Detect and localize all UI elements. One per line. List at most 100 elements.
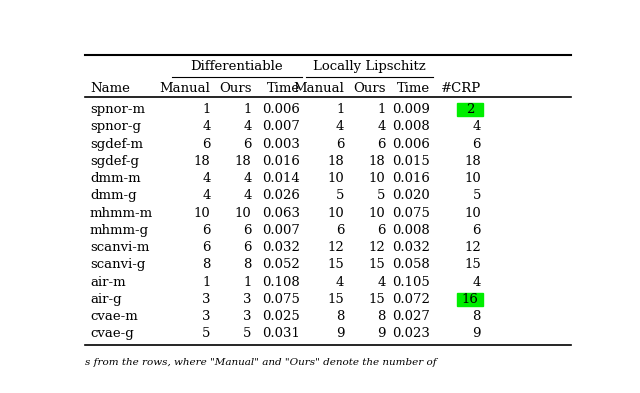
Text: 5: 5 [377, 189, 385, 202]
Text: 0.008: 0.008 [392, 120, 430, 133]
Text: 1: 1 [243, 275, 252, 288]
Text: 6: 6 [472, 138, 481, 151]
Text: scanvi-m: scanvi-m [90, 241, 149, 254]
Text: 18: 18 [235, 155, 252, 168]
Text: Manual: Manual [159, 81, 211, 94]
Text: 8: 8 [243, 258, 252, 272]
Text: mhmm-g: mhmm-g [90, 224, 149, 237]
Text: 5: 5 [472, 189, 481, 202]
Text: air-m: air-m [90, 275, 125, 288]
Text: 10: 10 [328, 172, 344, 185]
Text: Locally Lipschitz: Locally Lipschitz [313, 61, 426, 73]
FancyBboxPatch shape [458, 293, 483, 306]
Text: 0.023: 0.023 [392, 327, 430, 340]
Text: 6: 6 [243, 241, 252, 254]
Text: 0.072: 0.072 [392, 293, 430, 306]
Text: air-g: air-g [90, 293, 122, 306]
Text: s from the rows, where "Manual" and "Ours" denote the number of: s from the rows, where "Manual" and "Our… [85, 358, 436, 367]
Text: 0.032: 0.032 [392, 241, 430, 254]
Text: 4: 4 [377, 120, 385, 133]
Text: 0.105: 0.105 [392, 275, 430, 288]
Text: 0.058: 0.058 [392, 258, 430, 272]
Text: 15: 15 [369, 258, 385, 272]
Text: 1: 1 [202, 103, 211, 116]
Text: 0.026: 0.026 [262, 189, 300, 202]
Text: 0.020: 0.020 [392, 189, 430, 202]
Text: 6: 6 [377, 224, 385, 237]
Text: 6: 6 [202, 241, 211, 254]
Text: 18: 18 [369, 155, 385, 168]
Text: Ours: Ours [353, 81, 385, 94]
Text: dmm-m: dmm-m [90, 172, 141, 185]
Text: 0.007: 0.007 [262, 224, 300, 237]
Text: 4: 4 [202, 189, 211, 202]
Text: 3: 3 [202, 310, 211, 323]
Text: 1: 1 [377, 103, 385, 116]
Text: 4: 4 [336, 120, 344, 133]
Text: 1: 1 [336, 103, 344, 116]
Text: sgdef-g: sgdef-g [90, 155, 139, 168]
Text: 6: 6 [243, 138, 252, 151]
Text: 8: 8 [202, 258, 211, 272]
Text: 3: 3 [202, 293, 211, 306]
Text: Differentiable: Differentiable [191, 61, 284, 73]
Text: 0.075: 0.075 [262, 293, 300, 306]
Text: spnor-m: spnor-m [90, 103, 145, 116]
Text: 0.075: 0.075 [392, 207, 430, 220]
Text: 4: 4 [243, 120, 252, 133]
Text: 6: 6 [336, 224, 344, 237]
Text: 15: 15 [328, 258, 344, 272]
Text: 18: 18 [464, 155, 481, 168]
Text: 0.008: 0.008 [392, 224, 430, 237]
Text: 5: 5 [202, 327, 211, 340]
Text: 9: 9 [377, 327, 385, 340]
Text: 0.016: 0.016 [262, 155, 300, 168]
Text: 4: 4 [472, 120, 481, 133]
Text: 6: 6 [472, 224, 481, 237]
Text: 10: 10 [464, 172, 481, 185]
Text: 9: 9 [336, 327, 344, 340]
Text: 10: 10 [194, 207, 211, 220]
Text: mhmm-m: mhmm-m [90, 207, 153, 220]
Text: 6: 6 [202, 224, 211, 237]
Text: 3: 3 [243, 293, 252, 306]
Text: 0.014: 0.014 [262, 172, 300, 185]
Text: 0.032: 0.032 [262, 241, 300, 254]
Text: 6: 6 [336, 138, 344, 151]
Text: 15: 15 [369, 293, 385, 306]
Text: 0.007: 0.007 [262, 120, 300, 133]
Text: 4: 4 [202, 120, 211, 133]
Text: 4: 4 [472, 275, 481, 288]
Text: spnor-g: spnor-g [90, 120, 141, 133]
Text: dmm-g: dmm-g [90, 189, 136, 202]
Text: 10: 10 [328, 207, 344, 220]
Text: 10: 10 [464, 207, 481, 220]
Text: 4: 4 [202, 172, 211, 185]
Text: scanvi-g: scanvi-g [90, 258, 145, 272]
Text: 18: 18 [194, 155, 211, 168]
Text: 0.063: 0.063 [262, 207, 300, 220]
Text: 15: 15 [328, 293, 344, 306]
Text: 0.031: 0.031 [262, 327, 300, 340]
Text: 3: 3 [243, 310, 252, 323]
Text: 9: 9 [472, 327, 481, 340]
Text: 4: 4 [243, 172, 252, 185]
Text: 5: 5 [243, 327, 252, 340]
Text: 10: 10 [235, 207, 252, 220]
Text: 10: 10 [369, 172, 385, 185]
Text: 16: 16 [462, 293, 479, 306]
Text: 0.025: 0.025 [262, 310, 300, 323]
Text: 4: 4 [243, 189, 252, 202]
Text: 0.027: 0.027 [392, 310, 430, 323]
Text: 15: 15 [464, 258, 481, 272]
Text: 6: 6 [377, 138, 385, 151]
Text: 0.006: 0.006 [392, 138, 430, 151]
Text: 0.003: 0.003 [262, 138, 300, 151]
Text: 0.052: 0.052 [262, 258, 300, 272]
Text: 0.016: 0.016 [392, 172, 430, 185]
Text: Ours: Ours [219, 81, 252, 94]
Text: 8: 8 [336, 310, 344, 323]
Text: 12: 12 [464, 241, 481, 254]
Text: 1: 1 [243, 103, 252, 116]
Text: Time: Time [267, 81, 300, 94]
